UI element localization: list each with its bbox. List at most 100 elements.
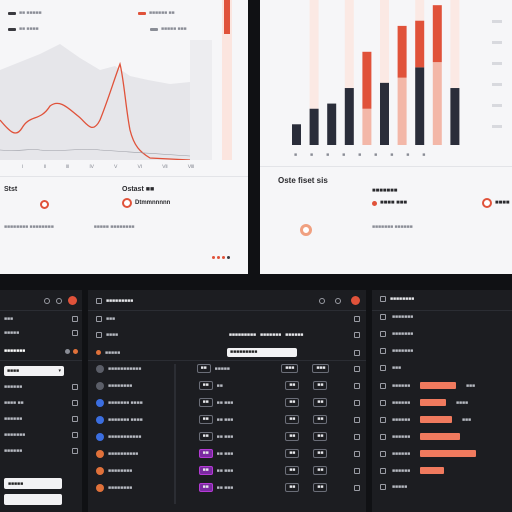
cell-pill[interactable]: ■■	[285, 483, 300, 492]
sidebar-input[interactable]: ■■■■ ▾	[4, 366, 64, 376]
table-row[interactable]: ■■■■■■■ ■■■■ ■■ ■■ ■■■ ■■ ■■	[96, 415, 360, 424]
progress-row[interactable]: ■■■■■	[380, 484, 506, 490]
doc-icon	[96, 316, 102, 322]
info-icon[interactable]	[56, 297, 62, 304]
cell-pill[interactable]: ■■	[285, 398, 300, 407]
cell-pill[interactable]: ■■	[313, 432, 328, 441]
cell-pill[interactable]: ■■	[285, 449, 300, 458]
sidebar-input-value: ■■■■	[7, 368, 20, 374]
progress-label: ■■■■■■■	[392, 331, 414, 337]
sidebar-item-active[interactable]: ■■■■■■■	[4, 348, 78, 354]
progress-row[interactable]: ■■■■■■ ■■■	[380, 416, 506, 423]
sidebar-item[interactable]: ■■■■■	[4, 330, 78, 336]
sidebar-footer-input[interactable]	[4, 494, 62, 505]
cell-pill[interactable]: ■■	[285, 466, 300, 475]
gear-icon[interactable]	[319, 297, 325, 304]
cell-pill[interactable]: ■■	[285, 381, 300, 390]
avatar	[96, 415, 104, 424]
cell-pill[interactable]: ■■	[313, 449, 328, 458]
table-row[interactable]: ■■■■■■■■ ■■ ■■ ■■■ ■■ ■■	[96, 466, 360, 475]
doc-icon	[353, 416, 360, 423]
cell-tag[interactable]: ■■	[198, 483, 213, 492]
pager-dot[interactable]	[217, 256, 220, 259]
x-tick: Ⅴ	[114, 164, 118, 170]
progress-row[interactable]: ■■■■■■	[380, 450, 506, 457]
table-panel-header: ■■■■■■■■■	[96, 296, 360, 305]
legend-swatch	[150, 27, 158, 31]
progress-bar	[420, 467, 444, 474]
notification-icon[interactable]	[68, 296, 77, 305]
bar-orange	[397, 25, 407, 78]
sidebar-item[interactable]: ■■■■■■	[4, 448, 78, 454]
cell-pill[interactable]: ■■	[313, 466, 328, 475]
avatar	[96, 449, 104, 458]
gear-icon[interactable]	[44, 297, 50, 304]
cell-pill[interactable]: ■■	[313, 381, 328, 390]
pager-dot[interactable]	[212, 256, 215, 259]
table-row[interactable]: ■■■■■■■ ■■■■ ■■ ■■ ■■■ ■■ ■■	[96, 398, 360, 407]
cell-tag[interactable]: ■■	[196, 364, 211, 373]
tab-label[interactable]: ■■■	[106, 316, 116, 322]
progress-row[interactable]: ■■■■■■■	[380, 314, 506, 320]
search-input[interactable]: ■■■■■■■■■	[227, 348, 298, 357]
doc-icon	[72, 330, 78, 336]
cell-pill[interactable]: ■■	[285, 415, 300, 424]
progress-row[interactable]: ■■■■■■	[380, 433, 506, 440]
pager-dot[interactable]	[222, 256, 225, 259]
cell-tag[interactable]: ■■	[198, 381, 213, 390]
bar-dark	[432, 62, 442, 146]
sidebar-item[interactable]: ■■■■■■	[4, 384, 78, 390]
cell-tag[interactable]: ■■	[198, 415, 213, 424]
cell-tag[interactable]: ■■	[198, 432, 213, 441]
progress-bar	[420, 382, 456, 389]
cell-pill[interactable]: ■■■	[281, 364, 299, 373]
divider	[372, 310, 512, 311]
x-tick: Ⅳ	[89, 164, 95, 170]
progress-row[interactable]: ■■■■■■	[380, 467, 506, 474]
progress-label: ■■■	[392, 365, 402, 371]
x-tick: ■	[374, 152, 378, 158]
table-row[interactable]: ■■■■■■■■■■■ ■■ ■■■■■ ■■■ ■■■	[96, 364, 360, 373]
cell-pill[interactable]: ■■	[313, 398, 328, 407]
pager-dot[interactable]	[227, 256, 230, 259]
table-row[interactable]: ■■■■■■■■ ■■ ■■ ■■ ■■	[96, 381, 360, 390]
stat-value: ■■■■	[495, 200, 510, 206]
sidebar-button[interactable]: ■■■■■	[4, 478, 62, 489]
divider	[260, 166, 512, 167]
pager-dots[interactable]	[212, 256, 230, 259]
scrollbar-track[interactable]	[174, 364, 176, 504]
legend-line	[492, 104, 502, 107]
tab-label[interactable]: ■■■■■	[105, 349, 121, 356]
cell-tag[interactable]: ■■	[198, 466, 213, 475]
progress-row[interactable]: ■■■■■■■	[380, 348, 506, 354]
tab-label[interactable]: ■■■■	[106, 332, 119, 338]
sidebar-item[interactable]: ■■■	[4, 316, 78, 322]
cell-tag[interactable]: ■■	[198, 449, 213, 458]
doc-icon	[353, 399, 360, 406]
info-icon[interactable]	[335, 297, 341, 304]
progress-row[interactable]: ■■■	[380, 365, 506, 371]
table-row[interactable]: ■■■■■■■■■■ ■■ ■■ ■■■ ■■ ■■	[96, 449, 360, 458]
cell-text: ■■ ■■■	[216, 399, 234, 406]
progress-value: ■■■	[462, 416, 472, 423]
chart-area-fill	[0, 44, 190, 160]
chart-line-dark	[0, 149, 191, 157]
cell-pill[interactable]: ■■	[285, 432, 300, 441]
bar-dark	[450, 88, 460, 145]
sidebar-item[interactable]: ■■■■■■	[4, 416, 78, 422]
chart-area-fill-back	[190, 40, 212, 160]
notification-icon[interactable]	[351, 296, 360, 305]
progress-row[interactable]: ■■■■■■ ■■■	[380, 382, 506, 389]
progress-row[interactable]: ■■■■■■■	[380, 331, 506, 337]
sidebar-item[interactable]: ■■■■ ■■	[4, 400, 78, 406]
table-row[interactable]: ■■■■■■■■ ■■ ■■ ■■■ ■■ ■■	[96, 483, 360, 492]
sidebar-item[interactable]: ■■■■■■■	[4, 432, 78, 438]
cell-tag[interactable]: ■■	[198, 398, 213, 407]
tab-row: ■■■■ ■■■■■■■■■ ■■■■■■■ ■■■■■■	[96, 332, 360, 338]
cell-pill[interactable]: ■■■	[312, 364, 330, 373]
cell-pill[interactable]: ■■	[313, 483, 328, 492]
divider	[0, 360, 82, 361]
progress-row[interactable]: ■■■■■■ ■■■■	[380, 399, 506, 406]
cell-pill[interactable]: ■■	[313, 415, 328, 424]
table-row[interactable]: ■■■■■■■■■■■ ■■ ■■ ■■■ ■■ ■■	[96, 432, 360, 441]
